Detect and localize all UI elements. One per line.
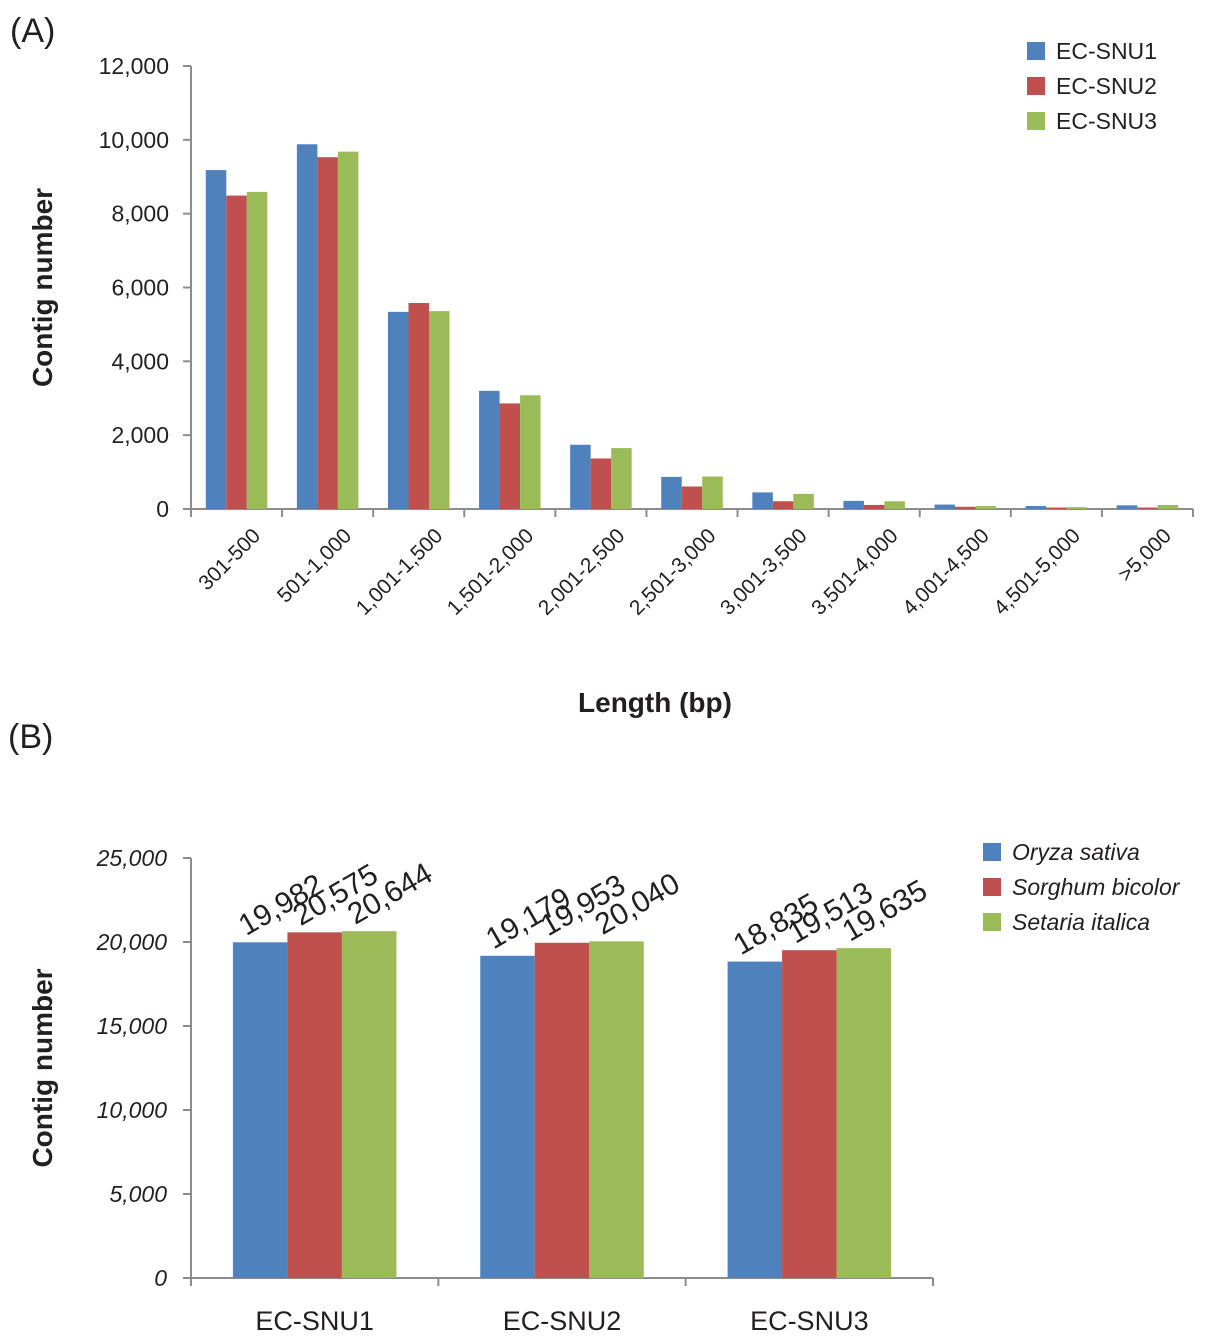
x-tick-label-a: 2,501-3,000 [625, 524, 721, 620]
bar-a-2 [408, 303, 429, 509]
bar-a-1 [1025, 506, 1047, 509]
bar-a-2 [499, 403, 521, 509]
x-tick-label-b: EC-SNU2 [503, 1306, 622, 1336]
y-tick-label-b: 0 [154, 1265, 167, 1291]
bar-a-1 [752, 492, 773, 509]
panel-a-label: (A) [10, 12, 55, 50]
legend-swatch-b-2 [983, 878, 1001, 896]
bar-b-3 [341, 931, 397, 1278]
bar-a-3 [428, 311, 450, 509]
bar-a-2 [317, 157, 338, 509]
y-tick-label-a: 12,000 [99, 53, 169, 79]
y-tick-label-b: 25,000 [96, 845, 168, 871]
bar-a-1 [387, 311, 409, 509]
x-tick-label-a: 1,001-1,500 [352, 524, 448, 620]
y-axis-title-a: Contig number [27, 188, 58, 387]
bar-b-3 [836, 948, 892, 1278]
legend-label-b: Oryza sativa [1012, 839, 1140, 865]
legend-swatch-a-3 [1027, 112, 1045, 130]
bar-a-1 [1116, 505, 1138, 509]
bar-a-2 [863, 504, 885, 509]
x-tick-label-a: 4,001-4,500 [898, 524, 994, 620]
y-tick-label-b: 15,000 [97, 1013, 168, 1039]
x-tick-label-a: 2,001-2,500 [534, 524, 630, 620]
legend-label-a: EC-SNU2 [1056, 73, 1157, 99]
x-tick-label-a: 501-1,000 [273, 524, 356, 607]
bar-a-1 [570, 444, 591, 509]
bar-a-1 [934, 504, 956, 509]
bar-a-2 [590, 458, 612, 509]
y-tick-label-a: 10,000 [99, 127, 169, 153]
bar-b-1 [727, 961, 783, 1278]
bar-a-3 [702, 476, 723, 509]
x-tick-label-a: 3,001-3,500 [716, 524, 812, 620]
y-tick-label-a: 0 [156, 496, 169, 522]
x-tick-label-a: >5,000 [1114, 524, 1176, 586]
bar-a-1 [843, 500, 864, 509]
bar-a-2 [681, 486, 703, 509]
bar-b-2 [287, 932, 342, 1278]
y-tick-label-b: 10,000 [97, 1097, 168, 1123]
legend-label-b: Setaria italica [1012, 909, 1150, 935]
bar-a-2 [955, 506, 976, 509]
bar-a-3 [1066, 507, 1088, 509]
bar-b-1 [232, 942, 288, 1278]
bar-a-3 [975, 506, 997, 509]
y-tick-label-a: 4,000 [111, 348, 169, 374]
y-tick-label-b: 20,000 [96, 929, 168, 955]
bar-a-3 [793, 493, 814, 509]
y-axis-title-b: Contig number [27, 968, 58, 1167]
bar-a-2 [1137, 507, 1158, 509]
bar-a-1 [479, 390, 500, 509]
bar-a-3 [884, 501, 905, 509]
chart-b: 05,00010,00015,00020,00025,00019,98220,5… [27, 839, 1181, 1336]
legend-swatch-a-2 [1027, 77, 1045, 95]
legend-label-a: EC-SNU3 [1056, 108, 1157, 134]
x-tick-label-b: EC-SNU3 [750, 1306, 869, 1336]
bar-b-1 [480, 955, 535, 1278]
bar-b-2 [534, 942, 590, 1278]
panel-b-label: (B) [8, 718, 53, 756]
y-tick-label-a: 6,000 [111, 275, 169, 301]
x-tick-label-b: EC-SNU1 [255, 1306, 374, 1336]
x-tick-label-a: 4,501-5,000 [989, 524, 1085, 620]
x-tick-label-a: 3,501-4,000 [807, 524, 903, 620]
legend-swatch-a-1 [1027, 42, 1045, 60]
legend-swatch-b-3 [983, 913, 1001, 931]
legend-label-b: Sorghum bicolor [1012, 874, 1181, 900]
bar-a-3 [337, 151, 359, 509]
bar-a-3 [611, 448, 632, 509]
bar-a-2 [772, 501, 794, 509]
x-axis-title-a: Length (bp) [578, 687, 732, 718]
bar-a-2 [1046, 507, 1067, 509]
bar-a-3 [520, 395, 541, 509]
bar-b-2 [782, 950, 837, 1278]
x-tick-label-a: 1,501-2,000 [443, 524, 539, 620]
bar-a-3 [1157, 504, 1179, 509]
bar-b-3 [589, 941, 644, 1278]
bar-a-1 [661, 476, 682, 509]
y-tick-label-a: 2,000 [111, 422, 169, 448]
x-tick-label-a: 301-500 [194, 524, 265, 595]
bar-a-1 [205, 170, 227, 510]
bar-a-3 [246, 191, 268, 509]
chart-a: 0 2,000 4,000 6,000 8,000 10,000 12,000 301-500… [27, 38, 1194, 718]
y-tick-label-b: 5,000 [109, 1181, 167, 1207]
bar-a-2 [226, 195, 247, 509]
legend-swatch-b-1 [983, 843, 1001, 861]
legend-label-a: EC-SNU1 [1056, 38, 1157, 64]
y-tick-label-a: 8,000 [111, 201, 169, 227]
bar-a-1 [296, 144, 318, 509]
